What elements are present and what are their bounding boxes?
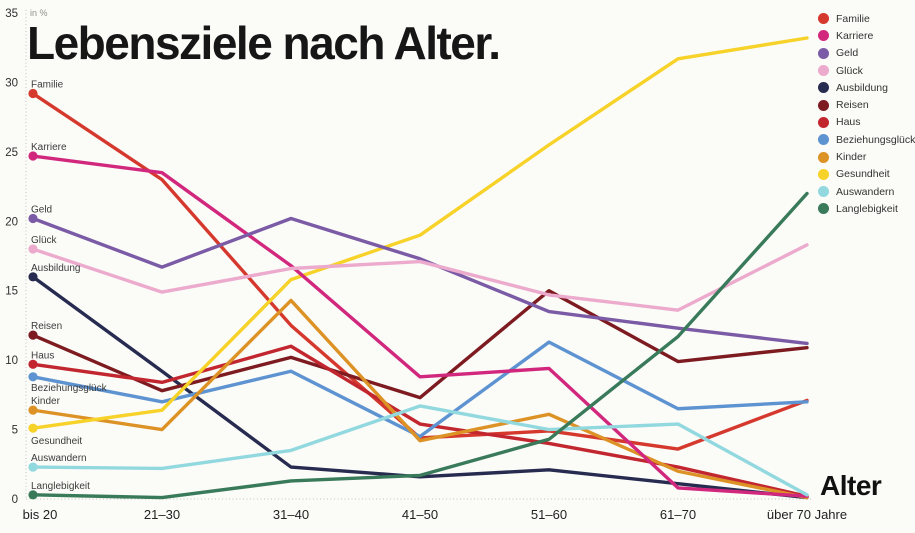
series-start-dot-langlebigkeit	[28, 490, 38, 500]
series-line-geld	[31, 216, 809, 346]
legend-dot-gl-ck	[818, 65, 829, 77]
legend-label: Ausbildung	[836, 81, 888, 94]
legend-dot-familie	[818, 13, 829, 25]
legend-label: Glück	[836, 64, 863, 77]
series-line-gesundheit	[31, 36, 809, 430]
series-start-dot-familie	[28, 88, 38, 99]
series-start-label-auswandern: Auswandern	[31, 453, 87, 464]
x-tick-label: 21–30	[144, 507, 180, 522]
series-line-kinder	[31, 298, 809, 500]
legend-dot-karriere	[818, 30, 829, 42]
legend-label: Gesundheit	[836, 168, 890, 181]
series-line-karriere	[31, 154, 809, 498]
x-tick-label: 61–70	[660, 507, 696, 522]
legend-label: Auswandern	[836, 185, 895, 198]
legend-dot-haus	[818, 116, 829, 128]
series-start-label-beziehungsgl-ck: Beziehungsglück	[31, 383, 108, 394]
series-line-beziehungsgl-ck	[31, 340, 809, 439]
legend-dot-geld	[818, 47, 829, 59]
legend-dot-beziehungsgl-ck	[818, 134, 829, 146]
series-start-dot-reisen	[28, 330, 38, 340]
legend-label: Karriere	[836, 29, 874, 42]
series-start-label-familie: Familie	[31, 80, 64, 91]
y-tick-label: 15	[5, 286, 18, 298]
legend-label: Reisen	[836, 99, 869, 112]
series-start-label-karriere: Karriere	[31, 142, 67, 153]
series-line-ausbildung	[31, 275, 809, 500]
legend-dot-ausbildung	[818, 82, 829, 94]
legend-dot-langlebigkeit	[818, 203, 829, 215]
series-start-dot-ausbildung	[28, 272, 38, 282]
legend-label: Beziehungsglück	[836, 133, 915, 146]
y-tick-label: 20	[5, 216, 18, 228]
unit-label: in %	[30, 8, 48, 18]
legend-item-langlebigkeit: Langlebigkeit	[818, 200, 915, 217]
legend-item-beziehungsgl-ck: Beziehungsglück	[818, 131, 915, 148]
series-start-label-langlebigkeit: Langlebigkeit	[31, 481, 90, 492]
page-title: Lebensziele nach Alter.	[27, 17, 501, 69]
series-start-dot-karriere	[28, 151, 38, 161]
legend-item-karriere: Karriere	[818, 27, 915, 44]
y-tick-label: 0	[12, 494, 18, 506]
y-tick-label: 10	[5, 355, 18, 367]
legend-item-geld: Geld	[818, 45, 915, 62]
y-tick-label: 5	[12, 425, 18, 437]
legend-label: Geld	[836, 47, 859, 60]
x-tick-label: 51–60	[531, 507, 567, 522]
x-axis-title: Alter	[820, 470, 882, 501]
legend-dot-reisen	[818, 99, 829, 111]
legend-item-kinder: Kinder	[818, 148, 915, 165]
x-tick-label: 41–50	[402, 507, 438, 522]
legend: Familie Karriere Geld Glück Ausbildung Reisen…	[818, 10, 915, 218]
legend-label: Langlebigkeit	[836, 202, 898, 215]
series-start-dot-kinder	[28, 405, 38, 415]
y-tick-label: 35	[5, 8, 18, 20]
series-line-auswandern	[31, 404, 809, 497]
series-start-dot-beziehungsgl-ck	[28, 372, 38, 382]
series-line-langlebigkeit	[31, 191, 809, 500]
x-tick-label: über 70 Jahre	[767, 507, 847, 522]
legend-dot-auswandern	[818, 186, 829, 198]
legend-dot-kinder	[818, 151, 829, 163]
y-tick-label: 25	[5, 147, 18, 159]
series-start-label-kinder: Kinder	[31, 396, 61, 407]
series-start-label-haus: Haus	[31, 350, 54, 361]
y-tick-label: 30	[5, 77, 18, 89]
legend-label: Familie	[836, 12, 870, 25]
legend-label: Haus	[836, 116, 861, 129]
legend-label: Kinder	[836, 151, 867, 164]
x-tick-label: 31–40	[273, 507, 309, 522]
series-start-dot-geld	[28, 213, 38, 224]
legend-item-haus: Haus	[818, 114, 915, 131]
series-start-label-reisen: Reisen	[31, 321, 62, 332]
series-start-dot-gesundheit	[28, 423, 38, 433]
series-start-label-geld: Geld	[31, 205, 52, 216]
series-start-label-gl-ck: Glück	[31, 235, 58, 246]
series-start-label-ausbildung: Ausbildung	[31, 263, 80, 274]
legend-item-ausbildung: Ausbildung	[818, 79, 915, 96]
series-start-dot-gl-ck	[28, 244, 38, 254]
series-start-dot-auswandern	[28, 462, 38, 472]
series-start-dot-haus	[28, 359, 38, 369]
series-line-haus	[31, 344, 809, 498]
series-start-label-gesundheit: Gesundheit	[31, 436, 82, 447]
legend-item-familie: Familie	[818, 10, 915, 27]
legend-item-reisen: Reisen	[818, 96, 915, 113]
x-tick-label: bis 20	[23, 507, 58, 522]
series-line-reisen	[31, 289, 809, 400]
series-line-gl-ck	[31, 243, 809, 312]
legend-dot-gesundheit	[818, 168, 829, 180]
legend-item-gesundheit: Gesundheit	[818, 166, 915, 183]
legend-item-auswandern: Auswandern	[818, 183, 915, 200]
legend-item-gl-ck: Glück	[818, 62, 915, 79]
